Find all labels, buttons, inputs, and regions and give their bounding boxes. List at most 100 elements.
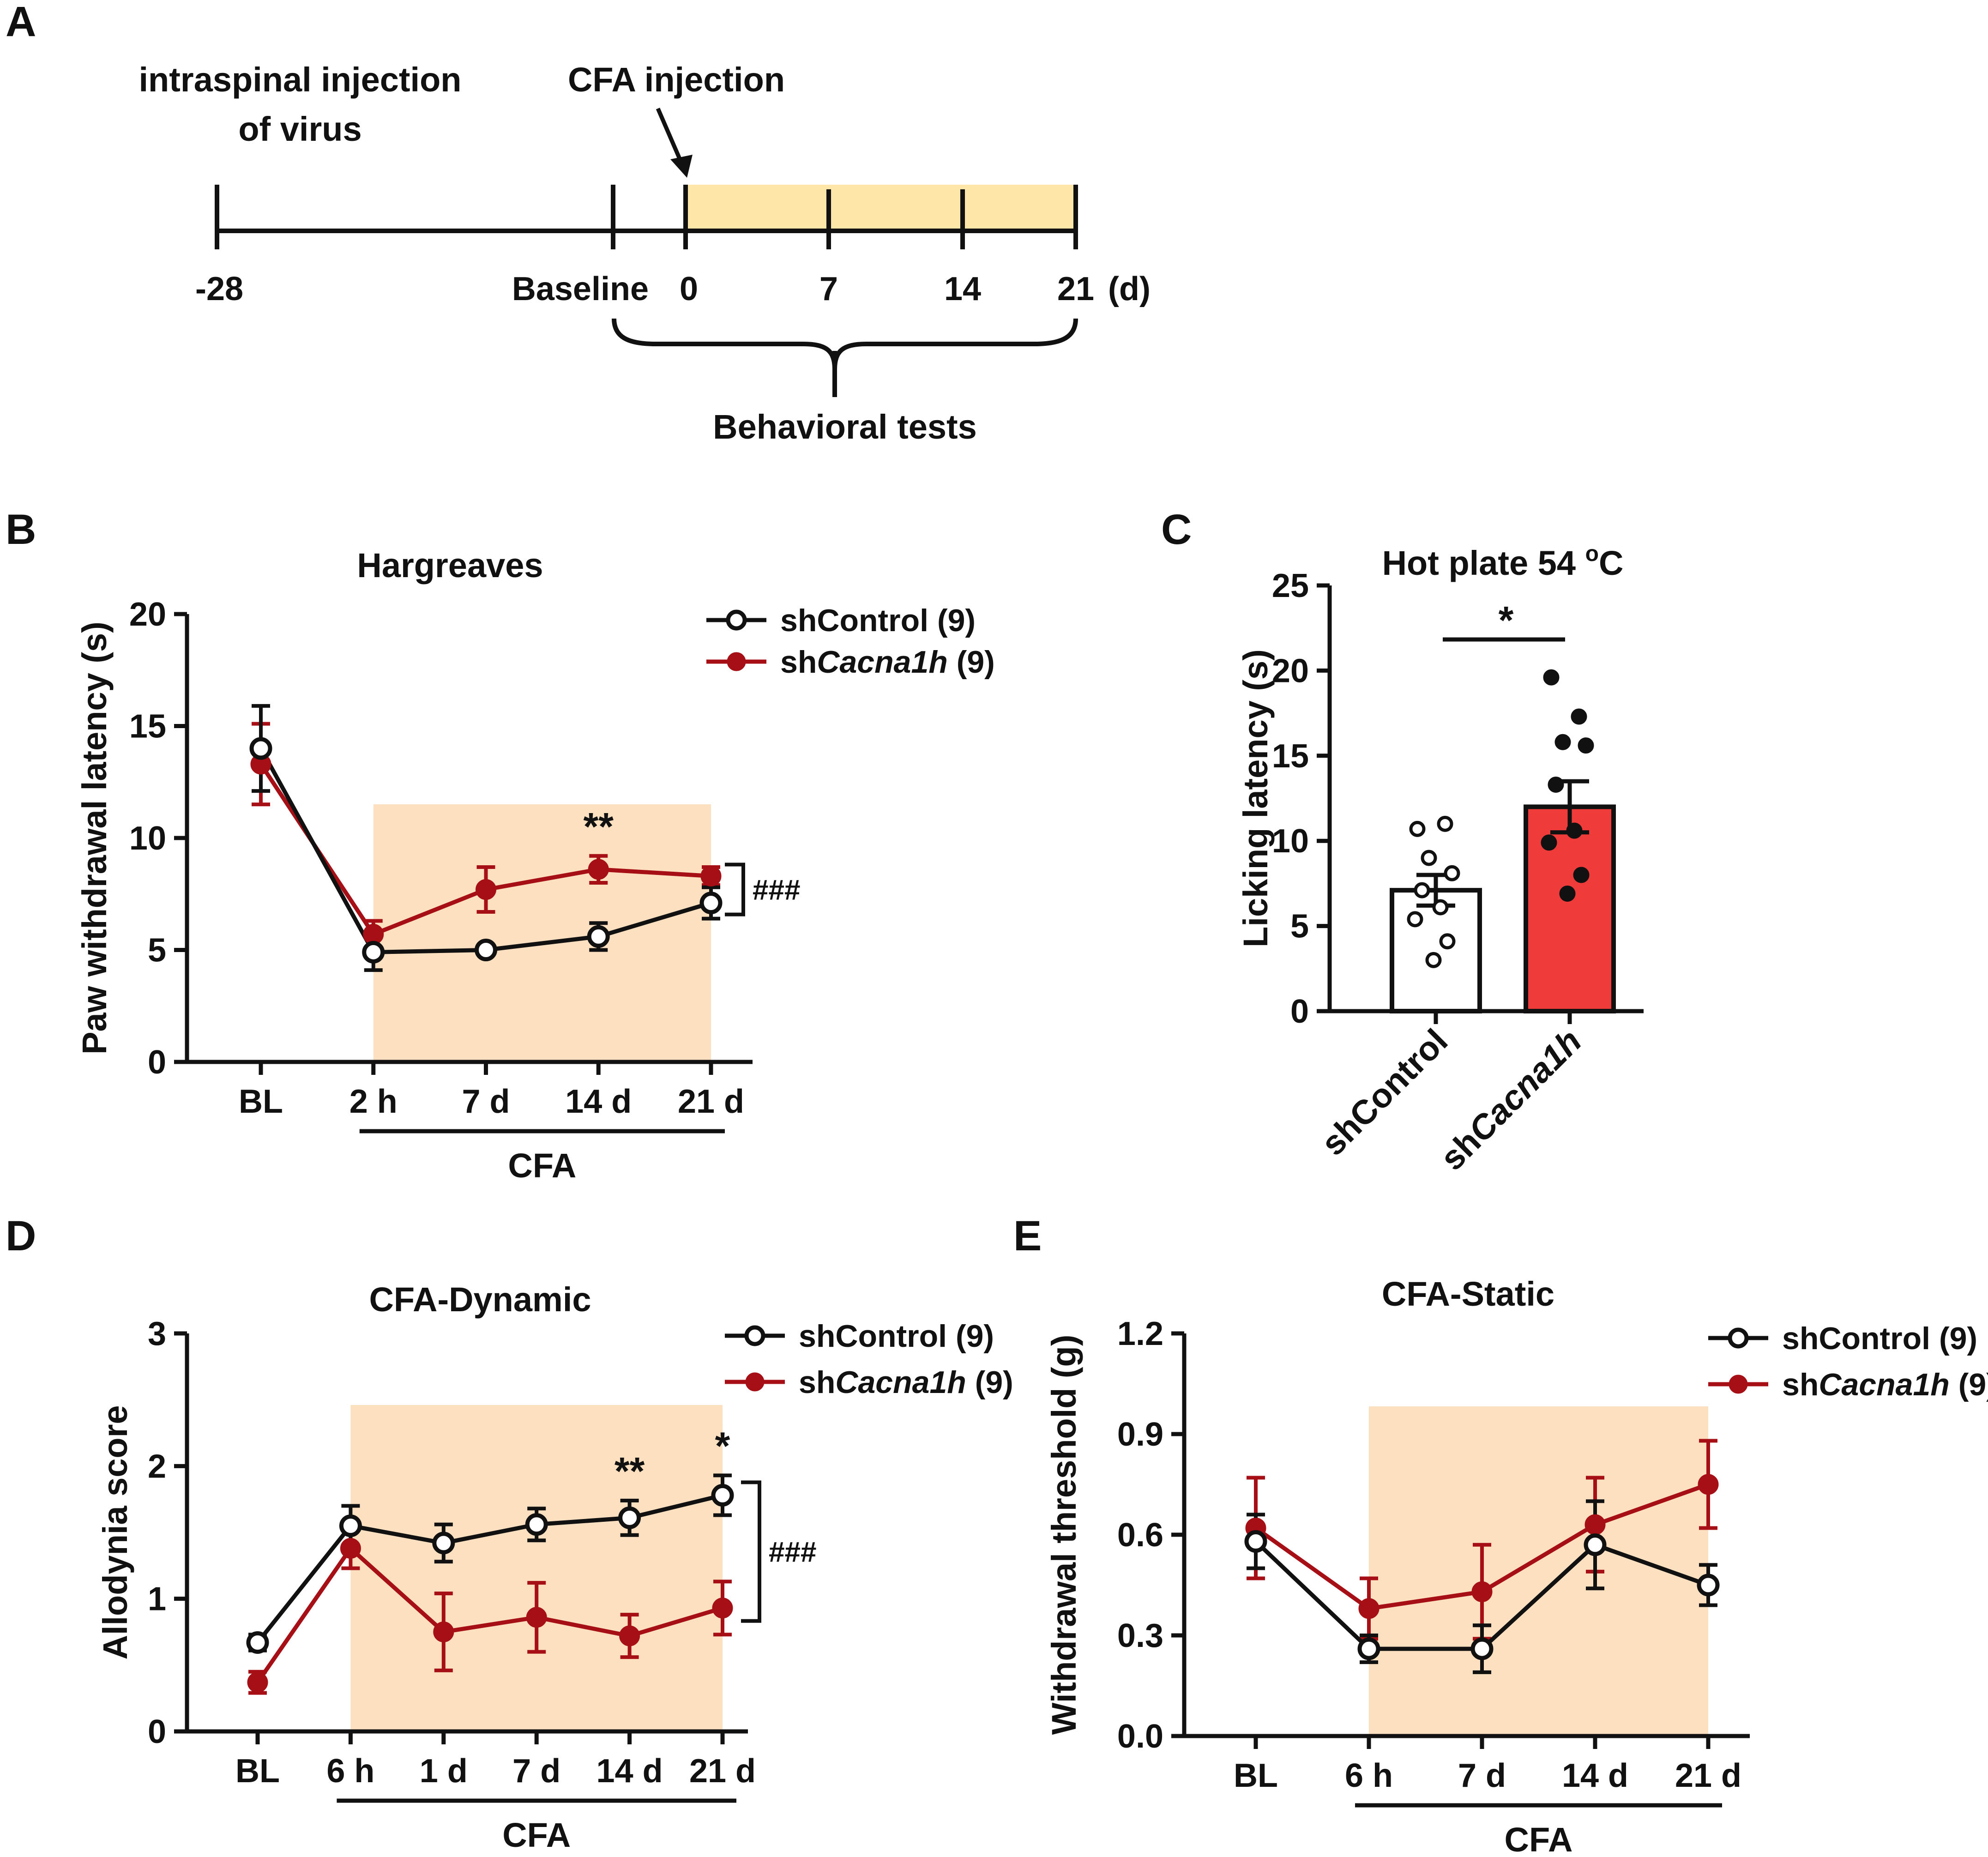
y-tick-label: 2 [148, 1448, 166, 1485]
individual-point [1439, 933, 1456, 950]
y-tick-label: 0 [148, 1713, 166, 1750]
significance-star: * [715, 1424, 730, 1467]
y-tick-label: 1 [148, 1581, 166, 1618]
data-point-shControl [699, 892, 723, 915]
individual-point [1425, 952, 1442, 968]
y-axis-label: Licking latency (s) [1236, 649, 1275, 947]
y-tick-label: 0.3 [1117, 1617, 1163, 1654]
timeline-label-neg28: -28 [195, 271, 243, 307]
y-tick-label: 20 [129, 596, 166, 633]
x-tick-label: 2 h [349, 1083, 398, 1120]
individual-point [1541, 834, 1557, 851]
x-tick-label: 14 d [596, 1753, 663, 1790]
x-tick-label: BL [235, 1753, 280, 1790]
individual-point [1414, 882, 1430, 898]
individual-point [1437, 815, 1453, 832]
cfa-shaded-region [1369, 1406, 1708, 1736]
timeline-cfa-label: CFA injection [568, 60, 785, 99]
y-tick-label: 15 [1272, 738, 1309, 775]
legend-marker [745, 1372, 765, 1392]
individual-point [1573, 867, 1590, 883]
y-tick-label: 10 [1272, 823, 1309, 860]
data-point-shControl [711, 1484, 734, 1507]
y-tick-label: 15 [129, 708, 166, 745]
chart-title: CFA-Static [1382, 1275, 1554, 1313]
significance-star: ** [584, 805, 614, 848]
data-point-shCacna1h [247, 1672, 268, 1693]
legend-marker [1729, 1375, 1748, 1394]
timeline-label-baseline: Baseline [512, 271, 649, 307]
individual-point [1421, 850, 1437, 866]
data-point-shCacna1h [433, 1622, 454, 1642]
x-axis-label: CFA [508, 1146, 576, 1185]
data-point-shControl [362, 941, 385, 964]
group-significance: ### [769, 1537, 816, 1568]
x-tick-label: shControl [1314, 1022, 1455, 1163]
data-point-shCacna1h [363, 924, 384, 945]
legend-label: shControl (9) [1782, 1321, 1977, 1356]
x-tick-label: 21 d [1675, 1757, 1741, 1794]
y-tick-label: 0.6 [1117, 1517, 1163, 1554]
data-point-shControl [1244, 1530, 1267, 1553]
cfa-shaded-region [350, 1405, 723, 1731]
chart-cfa-static: 0.0 0.3 0.6 0.9 1.2 BL 6 h 7 d 14 d 21 d CFA CFA-St… [1045, 1275, 1988, 1857]
group-significance: ### [753, 874, 800, 906]
panel-letter-c: C [1161, 506, 1192, 553]
legend-label: shControl (9) [799, 1319, 994, 1354]
data-point-shControl [1357, 1637, 1380, 1660]
data-point-shControl [1470, 1637, 1494, 1660]
significance-star: * [1499, 598, 1514, 642]
x-tick-label: 7 d [462, 1083, 510, 1120]
y-tick-label: 10 [129, 820, 166, 857]
individual-point [1548, 776, 1564, 793]
y-tick-label: 3 [148, 1315, 166, 1352]
data-point-shControl [432, 1531, 455, 1555]
timeline-shaded-region [686, 185, 1076, 231]
data-point-shControl [249, 737, 272, 760]
legend-label: shCacna1h (9) [1782, 1367, 1988, 1402]
data-point-shCacna1h [1698, 1474, 1719, 1495]
legend-label: shCacna1h (9) [799, 1365, 1013, 1400]
panel-a: A intraspinal injection of virus CFA inj… [6, 0, 1151, 446]
significance-star: ** [614, 1449, 645, 1493]
data-point-shCacna1h [1471, 1581, 1493, 1603]
individual-point [1444, 865, 1460, 881]
bar-shCacna1h [1524, 804, 1616, 1013]
individual-point [1432, 899, 1449, 916]
legend-label: shCacna1h (9) [780, 645, 995, 680]
x-tick-label: shCacna1h [1433, 1022, 1589, 1178]
data-point-shControl [475, 939, 497, 961]
legend-marker [727, 652, 746, 671]
y-tick-label: 20 [1272, 652, 1309, 689]
y-axis-label: Paw withdrawal latency (s) [75, 621, 114, 1055]
behavioral-tests-brace [612, 318, 1078, 370]
y-tick-label: 1.2 [1117, 1315, 1163, 1352]
y-tick-label: 0.9 [1117, 1416, 1163, 1453]
individual-point [1543, 669, 1560, 686]
x-axis-label: CFA [502, 1816, 571, 1854]
panel-letter-b: B [6, 506, 36, 553]
chart-title: Hot plate 54 oC [1382, 542, 1624, 582]
individual-point [1409, 820, 1426, 837]
data-point-shCacna1h [340, 1537, 361, 1559]
x-tick-label: 21 d [678, 1083, 744, 1120]
timeline-unit: (d) [1108, 271, 1151, 307]
x-tick-label: BL [239, 1083, 283, 1120]
x-tick-label: 14 d [1562, 1757, 1628, 1794]
x-tick-label: 7 d [1458, 1757, 1506, 1794]
chart-cfa-dynamic: 0 1 2 3 BL 6 h 1 d 7 d 14 d 21 d CFA CFA-Dynamic All… [96, 1280, 1013, 1854]
cfa-arrow [656, 108, 686, 168]
individual-point [1407, 911, 1423, 928]
y-tick-label: 25 [1272, 567, 1309, 604]
series-line-shControl [256, 1493, 723, 1644]
data-point-shCacna1h [700, 865, 722, 886]
panel-letter-e: E [1013, 1212, 1042, 1260]
group-bracket [725, 862, 745, 916]
individual-point [1559, 886, 1576, 902]
timeline-virus-label-line1: intraspinal injection [139, 60, 462, 99]
x-tick-label: 14 d [565, 1083, 632, 1120]
series-line-shCacna1h [256, 1545, 723, 1684]
panel-letter-d: D [6, 1212, 36, 1260]
